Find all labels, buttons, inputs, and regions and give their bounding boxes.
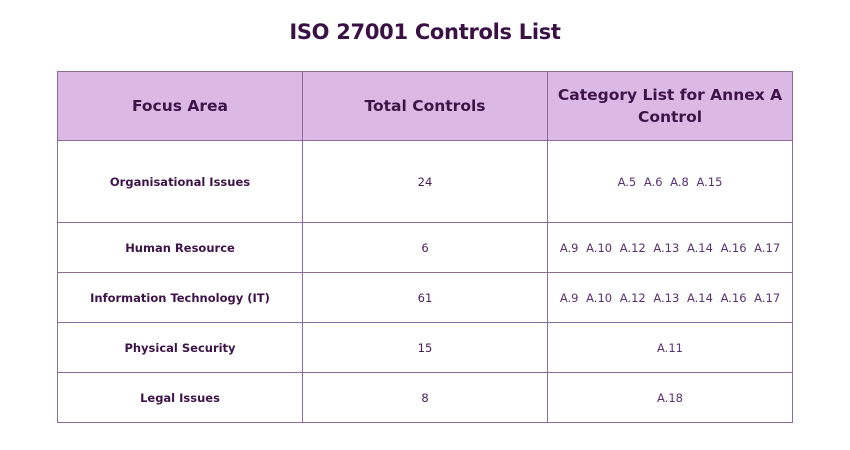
header-focus-area: Focus Area <box>57 71 303 141</box>
categories-cell: A.5 A.6 A.8 A.15 <box>547 140 793 223</box>
focus-area-cell: Organisational Issues <box>57 140 303 223</box>
categories-cell: A.9 A.10 A.12 A.13 A.14 A.16 A.17 <box>547 222 793 273</box>
categories-cell: A.9 A.10 A.12 A.13 A.14 A.16 A.17 <box>547 272 793 323</box>
page-title: ISO 27001 Controls List <box>289 20 561 44</box>
total-controls-cell: 15 <box>302 322 548 373</box>
total-controls-cell: 8 <box>302 372 548 423</box>
table-header-row: Focus Area Total Controls Category List … <box>57 71 793 141</box>
total-controls-cell: 24 <box>302 140 548 223</box>
focus-area-cell: Information Technology (IT) <box>57 272 303 323</box>
categories-cell: A.11 <box>547 322 793 373</box>
total-controls-cell: 6 <box>302 222 548 273</box>
table-row: Organisational Issues 24 A.5 A.6 A.8 A.15 <box>57 140 793 223</box>
table-row: Legal Issues 8 A.18 <box>57 372 793 423</box>
controls-table: Focus Area Total Controls Category List … <box>57 71 793 423</box>
total-controls-cell: 61 <box>302 272 548 323</box>
header-total-controls: Total Controls <box>302 71 548 141</box>
focus-area-cell: Human Resource <box>57 222 303 273</box>
table-row: Physical Security 15 A.11 <box>57 322 793 373</box>
focus-area-cell: Physical Security <box>57 322 303 373</box>
table-row: Human Resource 6 A.9 A.10 A.12 A.13 A.14 A… <box>57 222 793 273</box>
table-row: Information Technology (IT) 61 A.9 A.10 A.… <box>57 272 793 323</box>
categories-cell: A.18 <box>547 372 793 423</box>
focus-area-cell: Legal Issues <box>57 372 303 423</box>
header-category-list: Category List for Annex A Control <box>547 71 793 141</box>
